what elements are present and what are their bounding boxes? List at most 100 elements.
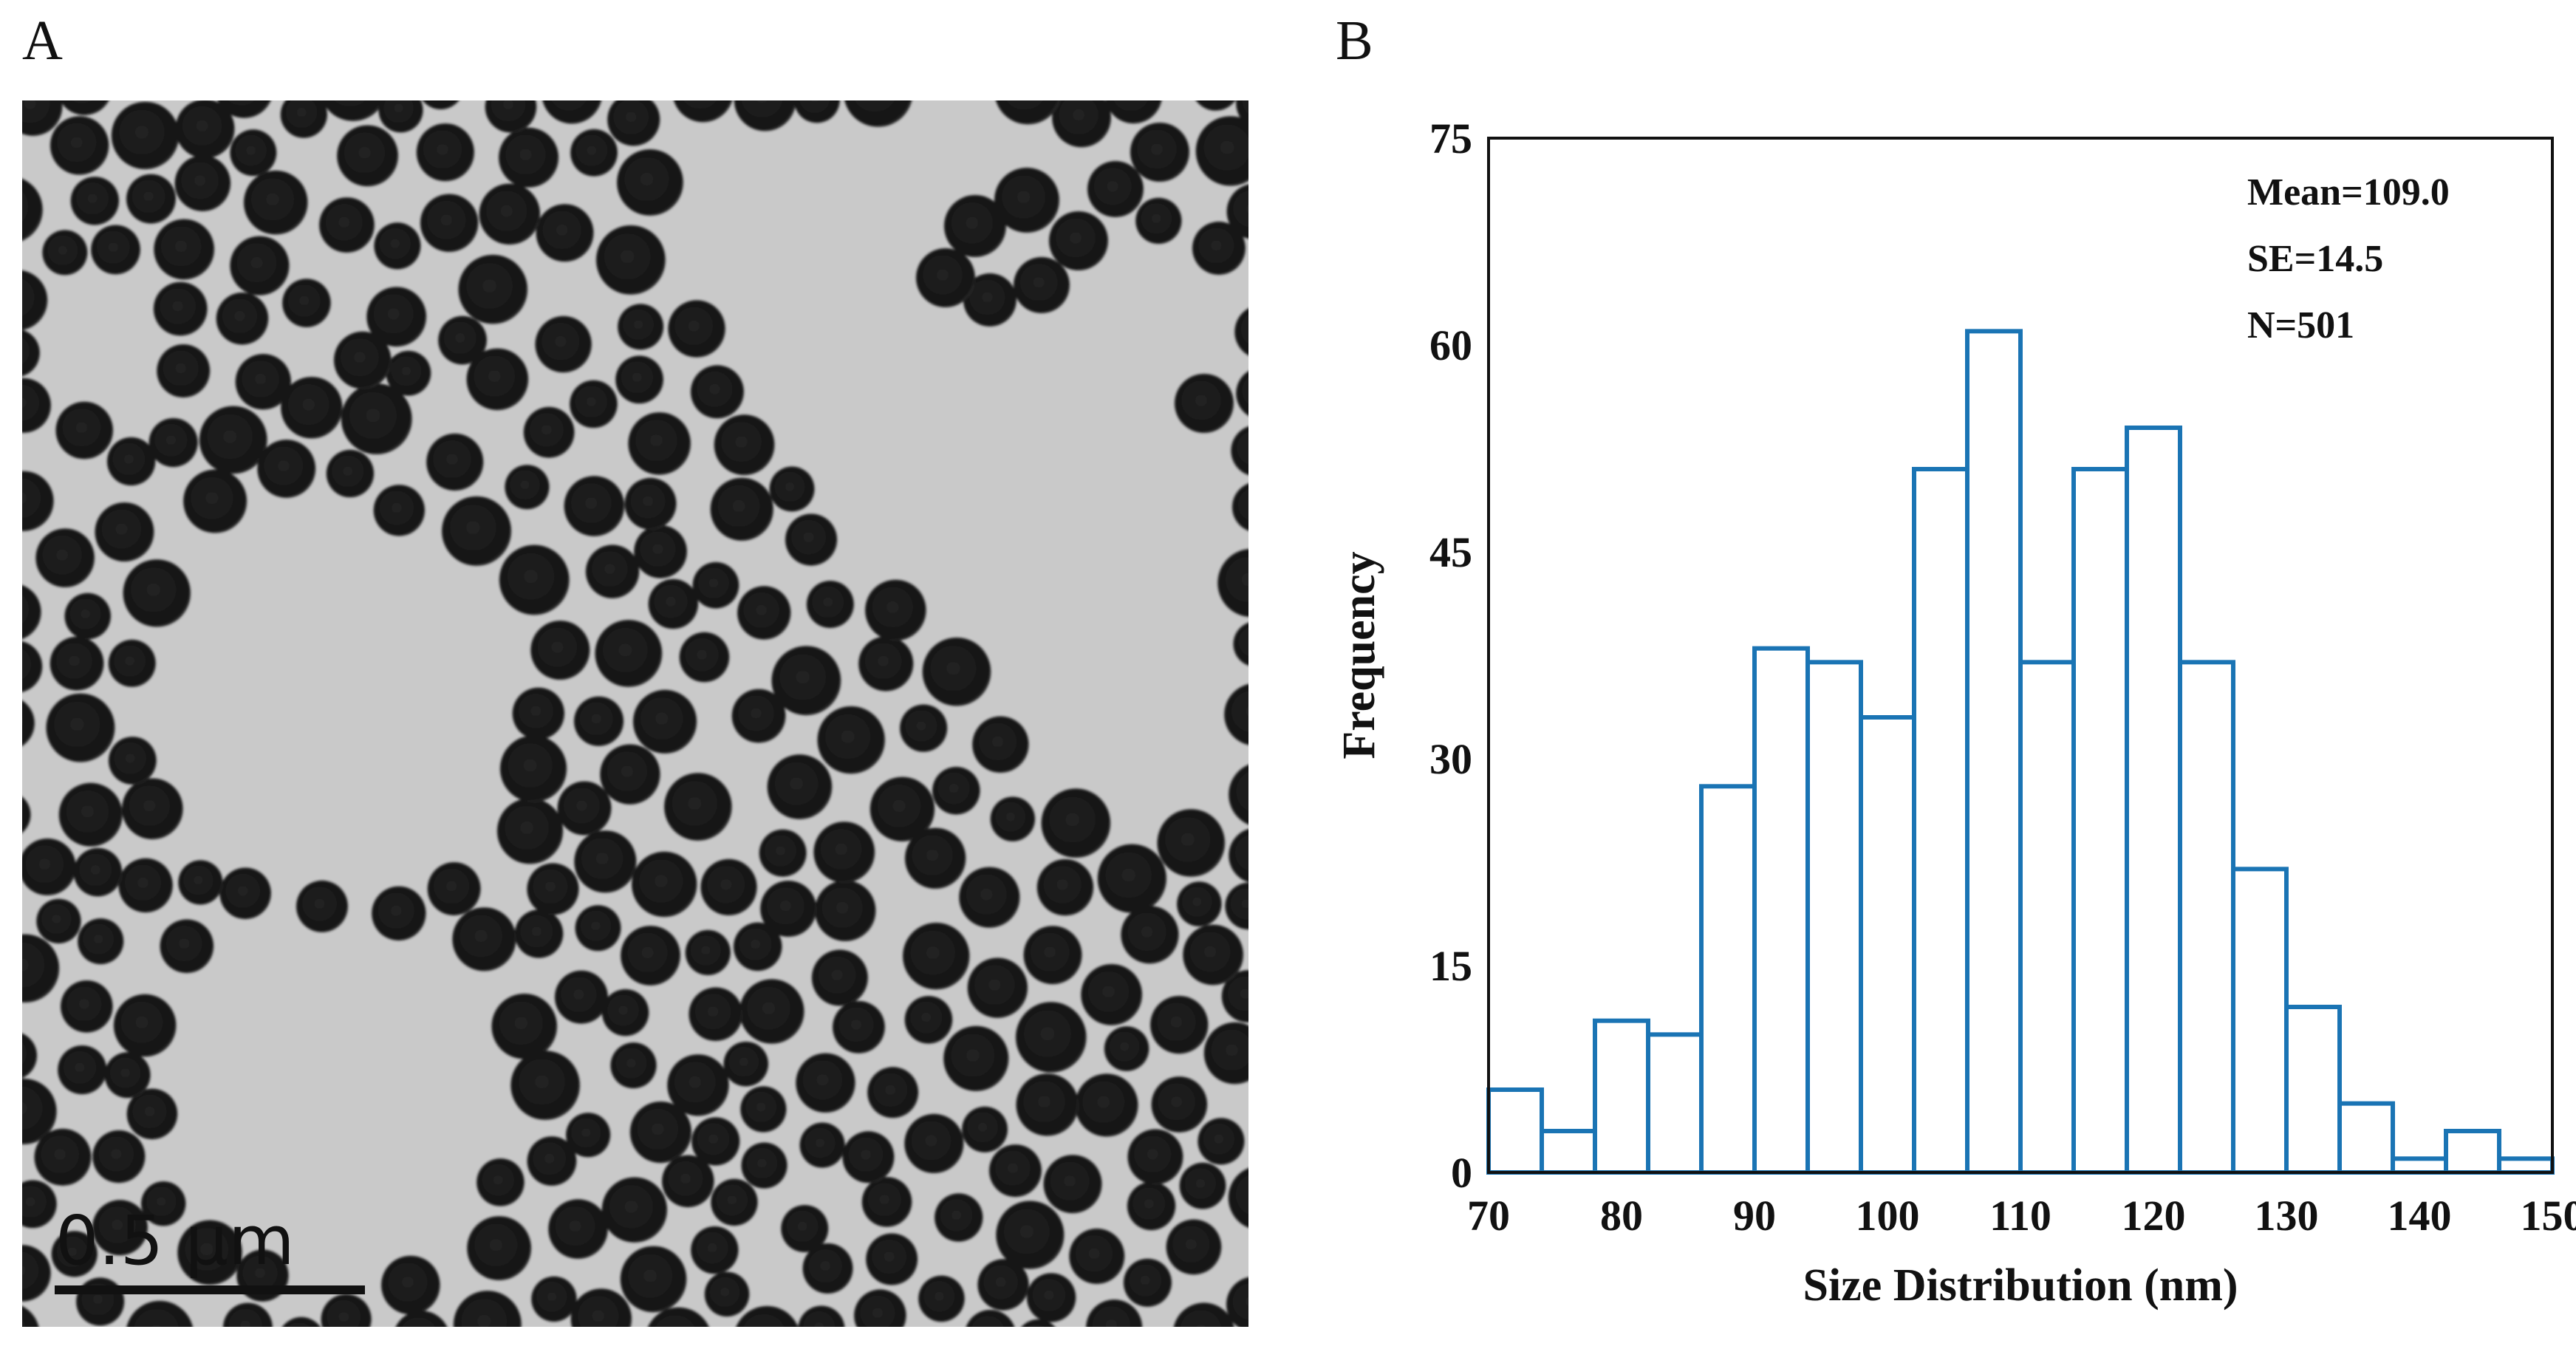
nanoparticle <box>118 858 173 913</box>
histogram-bar <box>2071 467 2129 1175</box>
nanoparticle <box>386 350 431 396</box>
nanoparticle <box>1196 100 1236 111</box>
nanoparticle <box>629 1102 692 1164</box>
nanoparticle <box>22 641 43 692</box>
nanoparticle <box>900 704 948 752</box>
nanoparticle <box>1198 1118 1245 1165</box>
nanoparticle <box>1226 184 1248 239</box>
nanoparticle <box>618 304 664 350</box>
nanoparticle <box>244 170 308 235</box>
nanoparticle <box>50 116 109 175</box>
nanoparticle <box>633 689 697 754</box>
nanoparticle <box>491 994 558 1059</box>
nanoparticle <box>22 1079 57 1144</box>
nanoparticle <box>1016 1002 1087 1073</box>
nanoparticle <box>183 469 247 533</box>
nanoparticle <box>1231 426 1248 475</box>
nanoparticle <box>531 1276 577 1322</box>
nanoparticle <box>22 1180 57 1229</box>
y-tick-label: 75 <box>1429 115 1472 163</box>
nanoparticle <box>34 1128 92 1186</box>
nanoparticle <box>903 923 970 990</box>
nanoparticle <box>760 881 817 938</box>
nanoparticle <box>700 858 757 916</box>
x-tick-label: 150 <box>2521 1192 2576 1240</box>
nanoparticle <box>1043 1155 1102 1214</box>
nanoparticle <box>996 1201 1065 1269</box>
nanoparticle <box>1224 684 1248 745</box>
nanoparticle <box>1104 1026 1149 1071</box>
nanoparticle <box>861 1177 912 1227</box>
x-tick-label: 130 <box>2255 1192 2319 1240</box>
nanoparticle <box>796 1053 855 1113</box>
nanoparticle <box>570 380 618 428</box>
nanoparticle <box>91 225 140 275</box>
nanoparticle <box>22 378 51 433</box>
nanoparticle <box>61 980 113 1033</box>
nanoparticle <box>1233 622 1248 666</box>
nanoparticle <box>798 1305 845 1327</box>
nanoparticle <box>1183 924 1244 986</box>
nanoparticle <box>806 581 854 629</box>
nanoparticle <box>280 100 327 138</box>
nanoparticle <box>479 183 541 245</box>
histogram-bar <box>2444 1129 2501 1175</box>
nanoparticle <box>154 219 215 280</box>
nanoparticle <box>972 716 1029 773</box>
nanoparticle <box>737 586 791 640</box>
nanoparticle <box>527 863 579 915</box>
nanoparticle <box>22 700 35 746</box>
nanoparticle <box>734 100 796 132</box>
nanoparticle <box>935 1193 983 1242</box>
nanoparticle <box>427 862 481 916</box>
scale-bar: 0.5 μm <box>55 1201 365 1294</box>
histogram-bar <box>1699 784 1757 1175</box>
x-tick-label: 120 <box>2122 1192 2186 1240</box>
nanoparticle <box>734 922 782 971</box>
nanoparticle <box>453 1291 522 1327</box>
histogram-bar <box>2337 1101 2395 1175</box>
nanoparticle <box>35 528 95 587</box>
nanoparticle <box>692 561 739 609</box>
nanoparticle <box>22 796 31 833</box>
nanoparticle <box>731 689 786 743</box>
nanoparticle <box>174 155 231 211</box>
nanoparticle <box>51 1231 98 1277</box>
histogram-bar <box>1593 1018 1650 1175</box>
nanoparticle <box>1221 970 1248 1022</box>
nanoparticle <box>966 1310 1015 1327</box>
nanoparticle <box>904 1113 964 1173</box>
nanoparticle <box>1225 882 1248 930</box>
nanoparticle <box>759 829 807 877</box>
nanoparticle <box>844 100 912 127</box>
nanoparticle <box>426 433 484 491</box>
nanoparticle <box>689 987 743 1042</box>
nanoparticle <box>95 502 154 562</box>
nanoparticle <box>282 1316 321 1327</box>
nanoparticle <box>685 929 731 976</box>
nanoparticle <box>1203 1022 1248 1085</box>
nanoparticle <box>510 1051 580 1120</box>
nanoparticle <box>366 287 427 347</box>
nanoparticle <box>337 125 398 187</box>
scale-bar-label: 0.5 μm <box>55 1201 295 1280</box>
nanoparticle <box>126 174 176 224</box>
nanoparticle <box>781 1205 829 1253</box>
histogram-bar <box>1540 1129 1597 1175</box>
nanoparticle <box>157 344 211 398</box>
nanoparticle <box>1175 374 1234 433</box>
nanoparticle <box>601 1177 668 1243</box>
nanoparticle <box>1226 1277 1248 1327</box>
nanoparticle <box>58 1045 107 1095</box>
histogram-bar <box>1805 660 1863 1175</box>
nanoparticle <box>1014 257 1070 313</box>
panel-label-a: A <box>22 10 63 72</box>
nanoparticle <box>467 1216 532 1280</box>
nanoparticle <box>22 100 63 136</box>
nanoparticle <box>22 471 54 531</box>
plot-frame <box>1487 137 2554 1174</box>
nanoparticle <box>22 1033 38 1079</box>
nanoparticle <box>452 907 516 971</box>
nanoparticle <box>620 1246 687 1313</box>
nanoparticle <box>257 440 316 498</box>
